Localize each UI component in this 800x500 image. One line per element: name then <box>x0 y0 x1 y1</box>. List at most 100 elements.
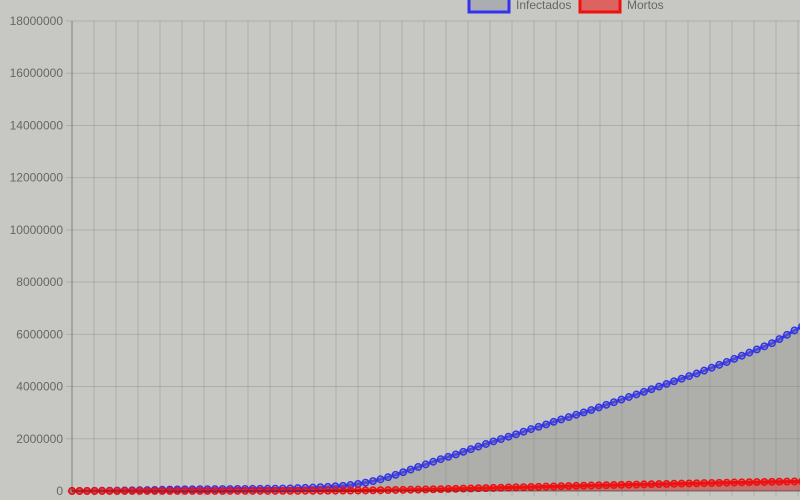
point-mortos <box>632 480 641 489</box>
point-infectados <box>414 463 423 471</box>
point-mortos <box>542 482 551 491</box>
point-mortos <box>745 478 754 487</box>
point-infectados <box>700 366 709 375</box>
point-mortos <box>211 486 219 495</box>
point-infectados <box>677 374 686 383</box>
point-mortos <box>233 486 242 495</box>
point-mortos <box>293 486 302 495</box>
point-infectados <box>685 372 694 381</box>
point-mortos <box>406 485 415 494</box>
point-mortos <box>150 486 159 495</box>
point-mortos <box>767 477 776 486</box>
point-mortos <box>128 487 137 495</box>
legend-item-infectados[interactable]: Infectados <box>467 0 571 14</box>
point-mortos <box>346 486 355 495</box>
point-mortos <box>135 487 144 495</box>
point-mortos <box>376 486 385 495</box>
point-mortos <box>241 486 250 495</box>
area-fills <box>72 327 800 491</box>
point-mortos <box>263 486 272 495</box>
point-infectados <box>542 420 551 429</box>
point-mortos <box>113 487 122 495</box>
point-mortos <box>143 487 152 495</box>
point-infectados <box>421 460 430 469</box>
point-mortos <box>361 486 370 495</box>
point-mortos <box>90 487 99 495</box>
point-mortos <box>481 484 490 492</box>
point-mortos <box>602 481 611 490</box>
point-infectados <box>572 410 581 419</box>
point-infectados <box>346 481 355 489</box>
point-mortos <box>278 486 287 495</box>
point-infectados <box>640 387 648 396</box>
line-infectados <box>71 325 800 493</box>
point-infectados <box>286 484 295 493</box>
point-mortos <box>354 486 362 495</box>
point-mortos <box>466 484 475 493</box>
point-mortos <box>624 480 633 489</box>
legend-item-mortos[interactable]: Mortos <box>578 0 664 14</box>
point-mortos <box>760 477 769 486</box>
point-infectados <box>466 445 475 454</box>
legend-swatch <box>467 0 511 14</box>
point-infectados <box>564 413 573 422</box>
point-mortos <box>647 480 656 489</box>
point-mortos <box>429 485 438 494</box>
point-infectados <box>512 430 520 439</box>
point-infectados <box>444 452 453 461</box>
point-infectados <box>436 455 445 464</box>
y-tick-label: 2000000 <box>16 432 63 446</box>
point-mortos <box>557 482 566 491</box>
point-infectados <box>594 403 603 412</box>
point-mortos <box>203 486 212 495</box>
point-mortos <box>692 479 701 488</box>
point-infectados <box>519 427 528 436</box>
point-mortos <box>534 482 543 491</box>
point-infectados <box>783 330 791 339</box>
point-infectados <box>715 360 724 369</box>
point-infectados <box>602 400 611 409</box>
point-mortos <box>497 483 505 492</box>
point-infectados <box>662 379 671 388</box>
point-infectados <box>609 398 618 407</box>
y-tick-label: 8000000 <box>16 275 63 289</box>
point-infectados <box>549 417 558 426</box>
point-mortos <box>256 486 265 495</box>
point-mortos <box>271 486 280 495</box>
point-infectados <box>587 406 596 415</box>
point-mortos <box>391 486 400 494</box>
point-mortos <box>707 479 716 487</box>
legend[interactable]: Infectados Mortos <box>467 0 664 14</box>
point-mortos <box>226 486 234 495</box>
point-mortos <box>474 484 483 493</box>
point-mortos <box>75 487 84 495</box>
point-mortos <box>308 486 317 495</box>
point-mortos <box>218 486 227 495</box>
point-infectados <box>361 478 370 487</box>
point-mortos <box>301 486 310 495</box>
point-infectados <box>399 468 408 477</box>
point-mortos <box>587 481 596 490</box>
point-infectados <box>722 358 731 366</box>
point-infectados <box>737 351 746 360</box>
point-mortos <box>369 486 377 495</box>
point-mortos <box>640 480 648 489</box>
y-tick-label: 16000000 <box>10 66 64 80</box>
point-mortos <box>451 484 460 493</box>
y-tick-label: 18000000 <box>10 14 64 28</box>
point-infectados <box>384 473 393 482</box>
point-infectados <box>617 395 626 404</box>
legend-label: Mortos <box>627 0 664 12</box>
y-tick-label: 6000000 <box>16 327 63 341</box>
point-mortos <box>715 478 724 487</box>
series-points <box>68 323 800 495</box>
point-infectados <box>497 435 505 443</box>
point-infectados <box>624 393 633 401</box>
point-mortos <box>579 481 588 490</box>
point-infectados <box>790 326 799 335</box>
point-mortos <box>609 481 618 489</box>
point-infectados <box>579 408 588 417</box>
point-mortos <box>414 485 423 494</box>
point-mortos <box>316 486 325 495</box>
point-mortos <box>489 483 498 492</box>
